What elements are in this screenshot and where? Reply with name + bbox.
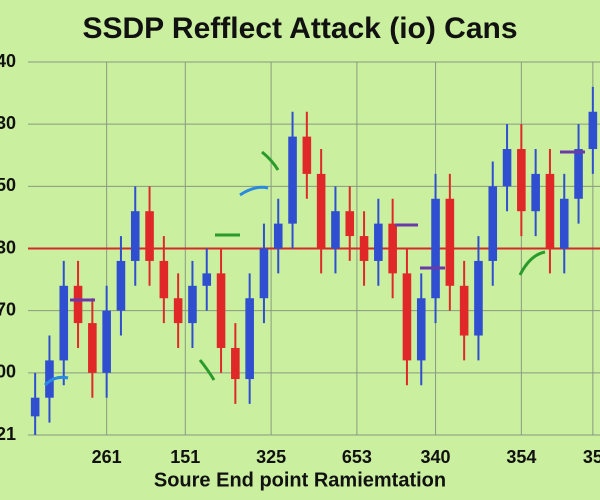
y-tick-label: 40 xyxy=(0,51,16,71)
x-tick-label: 151 xyxy=(170,447,200,467)
candle-body xyxy=(502,149,512,187)
x-tick-label: 354 xyxy=(506,447,536,467)
y-tick-label: 21 xyxy=(0,424,16,444)
y-tick-label: 70 xyxy=(0,299,16,319)
x-tick-label: 340 xyxy=(421,447,451,467)
arrow xyxy=(518,250,546,276)
arrow xyxy=(43,375,69,387)
candle-body xyxy=(388,223,397,274)
candle-body xyxy=(245,298,254,380)
candle-body xyxy=(574,149,583,199)
x-tick-label: 35 xyxy=(583,447,600,467)
candle-body xyxy=(73,285,83,324)
decorations xyxy=(43,150,585,387)
candle-body xyxy=(431,198,440,299)
candle-body xyxy=(474,260,483,336)
x-tick-label: 261 xyxy=(92,447,122,467)
candle-body xyxy=(45,360,54,398)
candle-body xyxy=(488,186,498,261)
candle-body xyxy=(259,248,269,299)
candle-body xyxy=(531,173,540,212)
candle-body xyxy=(130,211,140,261)
candle-body xyxy=(459,285,469,336)
x-tick-label: 653 xyxy=(342,447,372,467)
candle-body xyxy=(445,198,455,286)
y-tick-label: 50 xyxy=(0,175,16,195)
grid xyxy=(28,61,600,436)
candle-body xyxy=(88,323,97,373)
candle-body xyxy=(374,223,383,261)
y-tick-label: 30 xyxy=(0,237,16,257)
candle-body xyxy=(30,397,40,417)
candle-body xyxy=(288,136,297,224)
candle-body xyxy=(188,285,197,324)
x-tick-label: 325 xyxy=(256,447,286,467)
candle-body xyxy=(173,298,183,324)
chart-title: SSDP Refflect Attack (io) Cans xyxy=(82,12,517,45)
candle-body xyxy=(559,198,569,249)
candles xyxy=(30,86,598,435)
y-tick-label: 00 xyxy=(0,362,16,382)
candle-body xyxy=(231,347,240,380)
candle-body xyxy=(316,173,326,249)
candle-body xyxy=(145,211,154,261)
candle-body xyxy=(216,273,226,348)
candle-body xyxy=(588,111,598,150)
candle-body xyxy=(345,211,355,237)
candle-body xyxy=(59,285,69,361)
candle-body xyxy=(416,298,426,361)
x-axis-label: Soure End point Ramiemtation xyxy=(154,469,446,491)
candle-body xyxy=(102,310,111,373)
candle-body xyxy=(545,173,555,249)
candle-body xyxy=(273,223,283,249)
candle-body xyxy=(302,136,312,174)
candle-body xyxy=(359,236,369,261)
candle-body xyxy=(202,273,212,286)
candle-body xyxy=(402,273,412,361)
arrow xyxy=(239,185,269,197)
arrow xyxy=(198,359,216,381)
candle-body xyxy=(116,260,126,311)
y-tick-label: 30 xyxy=(0,113,16,133)
arrow xyxy=(261,150,280,171)
candle-body xyxy=(331,211,340,249)
candle-body xyxy=(159,260,169,299)
candle-body xyxy=(517,149,526,212)
